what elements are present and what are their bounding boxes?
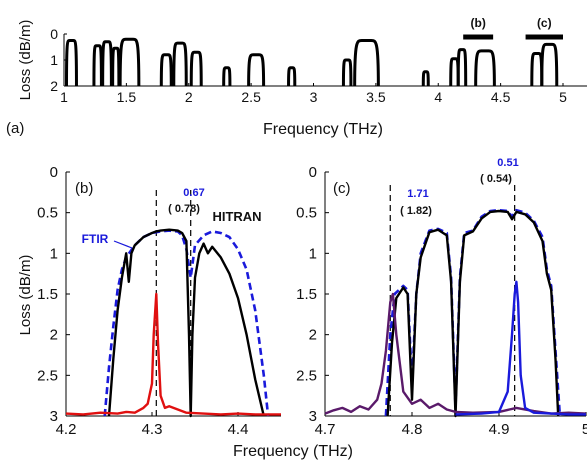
panel-b-xtick-label: 4.3 <box>142 421 163 438</box>
panel-c-xtick-label: 4.7 <box>315 421 336 438</box>
panel-b-ftir-label: FTIR <box>82 232 109 246</box>
panel-a-band <box>530 52 544 87</box>
panel-b-ytick-label: 3 <box>50 408 58 425</box>
panel-b-xtick-label: 4.4 <box>228 421 249 438</box>
panel-c-series-2-line <box>324 292 587 415</box>
panel-a-xtick-label: 1.5 <box>117 89 137 105</box>
panel-a-xtick-label: 3.5 <box>366 89 386 105</box>
panel-a-xtick-label: 2.5 <box>241 89 261 105</box>
panel-a-band <box>353 39 380 87</box>
panel-a-band <box>474 49 496 87</box>
panel-a-band <box>247 53 266 87</box>
panel-a-ylabel: Loss (dB/m) <box>17 20 34 101</box>
bottom-ylabel: Loss (dB/m) <box>17 255 34 336</box>
panel-c: 4.7 4.8 4.9 500.511.522.53 (c) 1.71 ( 1.82)… <box>296 157 587 438</box>
panel-b-ytick-label: 2 <box>50 327 58 344</box>
panel-c-xtick-label: 4.9 <box>489 421 510 438</box>
panel-a-region-marker-label: (c) <box>537 16 552 30</box>
panel-b: 4.2 4.3 4.400.511.522.53 (b) 0.67 ( 0.78) … <box>37 164 281 438</box>
panel-a-ytick-label: 2 <box>50 78 58 94</box>
panel-c-hitran-peak2-label: ( 0.54) <box>480 173 512 185</box>
panel-a-xtick-label: 4 <box>434 89 442 105</box>
panel-c-hitran-peak1-label: ( 1.82) <box>400 205 432 217</box>
panel-a-xtick-label: 5 <box>559 89 567 105</box>
panel-c-ytick-label: 1 <box>309 245 317 262</box>
panel-a-band <box>92 44 103 87</box>
panel-a-xtick-label: 1 <box>60 89 68 105</box>
panel-a-band <box>172 41 188 87</box>
panel-a-band <box>189 50 203 87</box>
panel-a-band <box>118 37 141 87</box>
panel-a-xtick-label: 3 <box>310 89 318 105</box>
panel-a-curves <box>64 37 559 87</box>
panel-a-band <box>540 42 559 87</box>
panel-a-band <box>101 40 113 87</box>
panel-a-ytick-label: 1 <box>50 52 58 68</box>
panel-a-band <box>222 66 232 87</box>
panel-a-region-marker-label: (b) <box>471 16 486 30</box>
panel-c-ytick-label: 2 <box>309 327 317 344</box>
panel-a-band <box>456 48 468 87</box>
panel-c-ticks: 4.7 4.8 4.9 5 0 0.5 1 1.5 2 2.5 3 <box>296 164 587 438</box>
panel-c-ftir-peak1-label: 1.71 <box>407 188 428 200</box>
panel-a-band <box>287 66 297 87</box>
panel-c-ytick-label: 2.5 <box>296 367 317 384</box>
panel-b-series-2-line <box>65 292 281 416</box>
panel-c-ftir-peak2-label: 0.51 <box>497 157 518 169</box>
panel-a-label: (a) <box>6 120 24 137</box>
panel-c-ytick-label: 3 <box>309 408 317 425</box>
panel-a-band <box>421 70 430 87</box>
panel-b-ticks: 4.2 4.3 4.4 0 0.5 1 1.5 2 2.5 3 <box>37 164 248 438</box>
panel-a-band <box>341 58 353 87</box>
panel-b-curves <box>65 228 281 418</box>
panel-a-band <box>111 46 121 87</box>
panel-b-ytick-label: 1 <box>50 245 58 262</box>
panel-c-series-1-line <box>386 209 560 418</box>
panel-b-hitran-label: HITRAN <box>212 209 261 224</box>
bottom-xlabel: Frequency (THz) <box>233 443 353 460</box>
panel-c-series-3-line <box>455 280 586 416</box>
panel-c-label: (c) <box>333 180 351 197</box>
panel-b-ytick-label: 2.5 <box>37 367 58 384</box>
panel-c-ytick-label: 1.5 <box>296 286 317 303</box>
panel-a-band <box>159 53 173 87</box>
panel-b-ytick-label: 1.5 <box>37 286 58 303</box>
panel-c-curves <box>324 208 587 418</box>
panel-b-label: (b) <box>75 180 93 197</box>
panel-a-xtick-label: 4.5 <box>491 89 511 105</box>
panel-a-band <box>64 39 78 87</box>
panel-b-ftir-pointer <box>113 240 133 249</box>
panel-b-hitran-peak-label: ( 0.78) <box>168 203 200 215</box>
panel-b-xtick-label: 4.2 <box>56 421 77 438</box>
panel-a-ytick-label: 0 <box>50 26 58 42</box>
panel-c-ytick-label: 0 <box>309 164 317 181</box>
panel-c-xtick-label: 5 <box>582 421 587 438</box>
panel-b-vlines <box>155 190 192 416</box>
panel-a-xlabel: Frequency (THz) <box>263 121 383 138</box>
panel-c-xtick-label: 4.8 <box>402 421 423 438</box>
panel-b-ytick-label: 0.5 <box>37 205 58 222</box>
panel-a-xtick-label: 2 <box>185 89 193 105</box>
panel-b-ftir-peak-label: 0.67 <box>183 187 204 199</box>
panel-b-series-hitran-line <box>107 228 265 418</box>
panel-c-ytick-label: 0.5 <box>296 205 317 222</box>
panel-b-series-ftir-line <box>103 229 270 417</box>
panel-a-region-markers: (b) (c) <box>463 16 563 40</box>
panel-b-ytick-label: 0 <box>50 164 58 181</box>
